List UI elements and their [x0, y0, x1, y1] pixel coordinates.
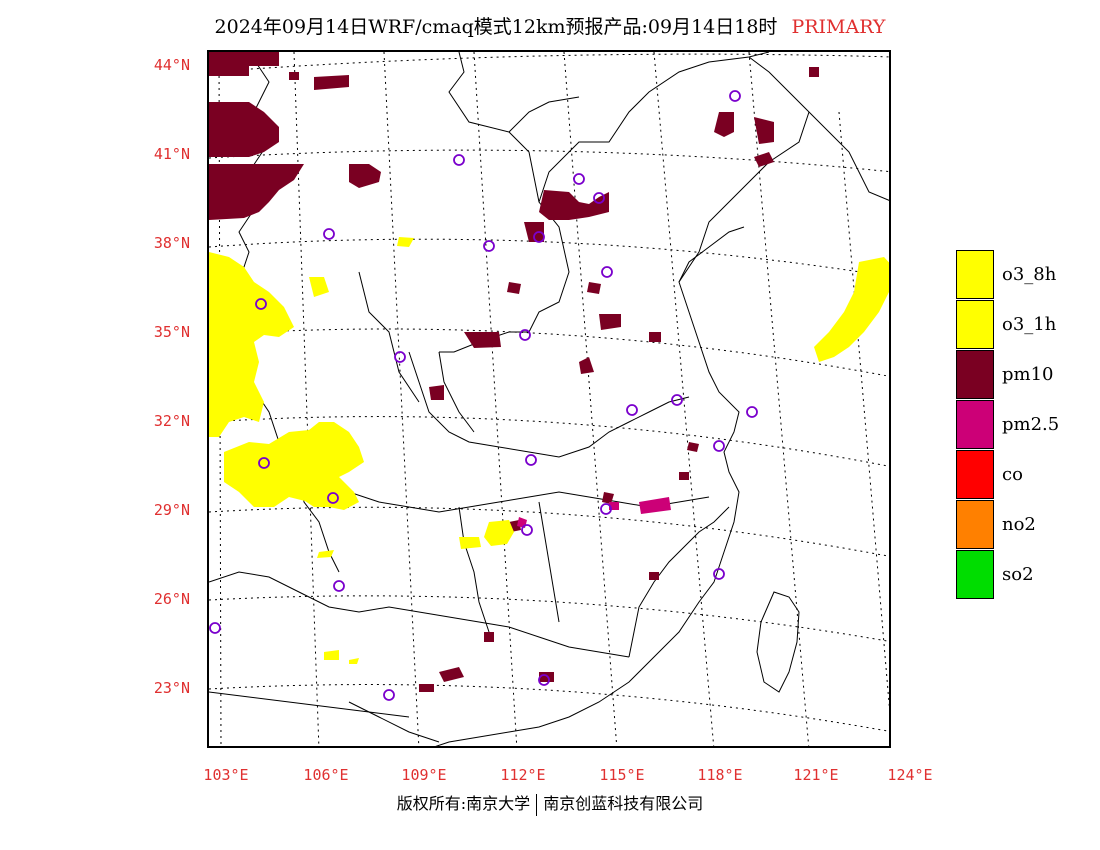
- legend-item-pm10: pm10: [956, 349, 1059, 399]
- lat-label-23: 23°N: [153, 679, 190, 697]
- legend-label-pm10: pm10: [1002, 363, 1054, 385]
- pm25-areas: [517, 497, 671, 528]
- o3-areas: [209, 237, 889, 664]
- legend-swatch-no2: [956, 499, 994, 549]
- legend-label-no2: no2: [1002, 513, 1036, 535]
- legend-label-o3-8h: o3_8h: [1002, 263, 1057, 285]
- lon-label-109: 109°E: [401, 766, 447, 784]
- lat-label-38: 38°N: [153, 234, 190, 252]
- lat-label-32: 32°N: [153, 412, 190, 430]
- longitude-gridlines: [218, 52, 889, 746]
- map-canvas: [209, 52, 889, 746]
- legend-swatch-o3-8h: [956, 249, 994, 299]
- legend-swatch-o3-1h: [956, 299, 994, 349]
- copyright-credit: 版权所有:南京大学 南京创蓝科技有限公司: [0, 790, 1100, 816]
- pm10-areas: [209, 52, 819, 692]
- legend-label-o3-1h: o3_1h: [1002, 313, 1057, 335]
- legend-item-no2: no2: [956, 499, 1059, 549]
- forecast-map: [207, 50, 891, 748]
- lon-label-103: 103°E: [203, 766, 249, 784]
- legend-label-co: co: [1002, 463, 1023, 485]
- legend-item-pm25: pm2.5: [956, 399, 1059, 449]
- title-primary-tag: PRIMARY: [791, 16, 886, 38]
- title-main: 2024年09月14日WRF/cmaq模式12km预报产品:09月14日18时: [214, 16, 778, 38]
- legend-item-o3-8h: o3_8h: [956, 249, 1059, 299]
- legend-swatch-pm25: [956, 399, 994, 449]
- lon-label-112: 112°E: [500, 766, 546, 784]
- credit-right: 南京创蓝科技有限公司: [543, 794, 704, 813]
- pollutant-legend: o3_8h o3_1h pm10 pm2.5 co no2 so2: [956, 249, 1059, 599]
- legend-item-o3-1h: o3_1h: [956, 299, 1059, 349]
- legend-swatch-co: [956, 449, 994, 499]
- legend-item-co: co: [956, 449, 1059, 499]
- lon-label-118: 118°E: [697, 766, 743, 784]
- lat-label-41: 41°N: [153, 145, 190, 163]
- lon-label-121: 121°E: [793, 766, 839, 784]
- lon-label-115: 115°E: [599, 766, 645, 784]
- lon-label-106: 106°E: [303, 766, 349, 784]
- station-markers: [209, 90, 758, 701]
- lon-label-124: 124°E: [887, 766, 933, 784]
- lat-label-44: 44°N: [153, 56, 190, 74]
- lat-label-29: 29°N: [153, 501, 190, 519]
- legend-label-pm25: pm2.5: [1002, 413, 1060, 435]
- map-title: 2024年09月14日WRF/cmaq模式12km预报产品:09月14日18时 P…: [0, 12, 1100, 39]
- legend-item-so2: so2: [956, 549, 1059, 599]
- credit-separator: [536, 793, 538, 816]
- boundary-lines: [209, 52, 889, 746]
- legend-swatch-so2: [956, 549, 994, 599]
- lat-label-35: 35°N: [153, 323, 190, 341]
- lat-label-26: 26°N: [153, 590, 190, 608]
- legend-label-so2: so2: [1002, 563, 1034, 585]
- latitude-gridlines: [209, 53, 889, 732]
- legend-swatch-pm10: [956, 349, 994, 399]
- credit-left: 版权所有:南京大学: [396, 794, 531, 813]
